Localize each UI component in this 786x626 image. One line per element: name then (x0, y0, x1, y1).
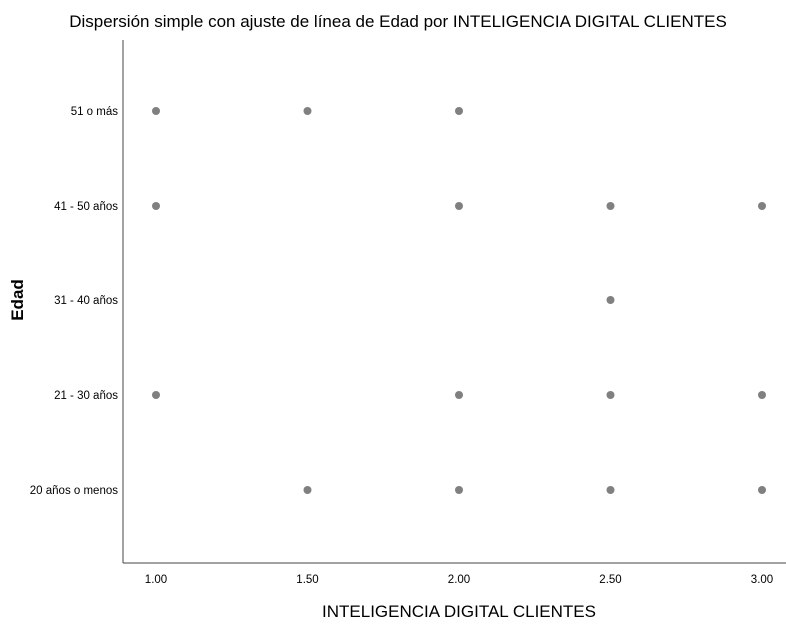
data-point (152, 391, 160, 399)
data-point (455, 486, 463, 494)
data-point (606, 486, 615, 494)
data-point (758, 391, 766, 399)
y-tick-label: 21 - 30 años (54, 390, 118, 402)
x-tick-labels: 1.00 1.50 2.00 2.50 3.00 (145, 574, 773, 586)
data-point (152, 202, 160, 210)
data-point (606, 391, 615, 399)
y-tick-label: 41 - 50 años (54, 201, 118, 213)
data-point (455, 391, 463, 399)
x-tick-label: 3.00 (751, 574, 773, 586)
y-axis-title: Edad (8, 279, 27, 321)
y-tick-label: 31 - 40 años (54, 295, 118, 307)
chart-title: Dispersión simple con ajuste de línea de… (69, 12, 727, 31)
data-point (758, 202, 766, 210)
data-point (606, 202, 615, 210)
x-tick-label: 1.50 (296, 574, 318, 586)
y-tick-labels: 20 años o menos 21 - 30 años 31 - 40 años 4… (30, 106, 118, 497)
data-point (303, 486, 312, 494)
axes (122, 40, 786, 564)
data-point (152, 107, 160, 115)
y-tick-label: 51 o más (71, 106, 119, 118)
x-axis-title: INTELIGENCIA DIGITAL CLIENTES (322, 602, 596, 621)
data-points (152, 107, 766, 494)
data-point (606, 296, 615, 304)
x-tick-label: 2.00 (448, 574, 470, 586)
data-point (455, 107, 463, 115)
x-tick-label: 2.50 (599, 574, 621, 586)
y-tick-label: 20 años o menos (30, 485, 118, 497)
data-point (455, 202, 463, 210)
data-point (758, 486, 766, 494)
data-point (303, 107, 312, 115)
x-tick-label: 1.00 (145, 574, 167, 586)
